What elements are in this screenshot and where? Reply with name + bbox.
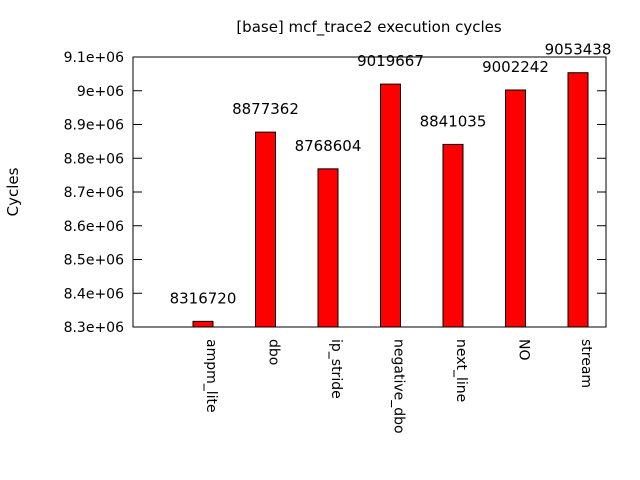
bar-value-label: 8841035: [420, 112, 487, 130]
bar: [442, 143, 464, 328]
y-tick-label: 8.9e+06: [64, 118, 125, 134]
x-tick-label: negative_dbo: [391, 339, 407, 434]
x-tick-label: ip_stride: [328, 339, 344, 399]
y-tick-label: 8.3e+06: [64, 320, 125, 336]
bar-value-label: 9019667: [357, 52, 424, 70]
bar-value-label: 8316720: [170, 289, 237, 307]
y-tick-label: 8.8e+06: [64, 151, 125, 167]
y-tick-label: 9.1e+06: [64, 50, 125, 66]
y-tick-label: 9e+06: [77, 84, 124, 100]
bar-series: [192, 72, 589, 328]
bar: [317, 168, 339, 328]
x-tick-label: stream: [578, 339, 594, 388]
y-axis-label: Cycles: [4, 167, 22, 216]
y-tick-label: 8.7e+06: [64, 185, 125, 201]
y-tick-label: 8.6e+06: [64, 219, 125, 235]
bar: [380, 83, 401, 328]
x-axis-tick-labels: ampm_lite dbo ip_stride negative_dbo next_li…: [203, 339, 594, 434]
x-tick-label: dbo: [266, 339, 282, 365]
bar: [505, 89, 526, 328]
chart-title: [base] mcf_trace2 execution cycles: [236, 18, 502, 37]
y-tick-label: 8.5e+06: [64, 253, 125, 269]
x-tick-label: next_line: [453, 339, 469, 402]
bar-value-label: 9053438: [545, 41, 612, 59]
plot-frame: [132, 56, 607, 328]
bar-value-label: 9002242: [482, 58, 549, 76]
bar-value-label: 8768604: [295, 137, 362, 155]
x-tick-label: ampm_lite: [203, 339, 219, 413]
x-tick-label: NO: [516, 339, 532, 361]
bar: [255, 131, 276, 328]
y-tick-label: 8.4e+06: [64, 286, 125, 302]
bar-value-labels: 8316720 8877362 8768604 9019667 8841035 90022…: [170, 41, 612, 308]
y-axis-ticks: 8.3e+06 8.4e+06 8.5e+06 8.6e+06 8.7e+06 8.8e+…: [64, 50, 606, 336]
bar-value-label: 8877362: [232, 100, 299, 118]
bar: [192, 320, 214, 328]
bar: [567, 72, 589, 328]
